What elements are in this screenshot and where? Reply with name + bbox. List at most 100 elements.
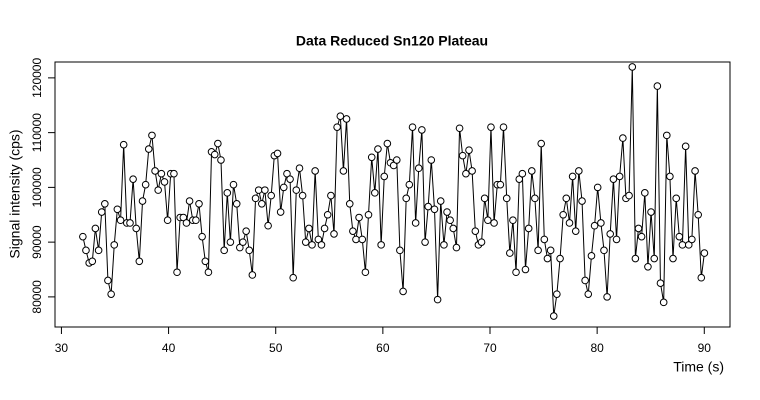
x-tick-label: 40 [162, 341, 176, 355]
data-point [364, 210, 373, 219]
data-point [575, 167, 583, 175]
y-axis-label: Signal intensity (cps) [7, 129, 23, 258]
data-point [427, 156, 436, 164]
data-point [688, 235, 696, 244]
data-point [267, 191, 276, 200]
data-point [458, 151, 467, 160]
data-point [600, 246, 608, 255]
data-point [609, 175, 618, 183]
data-point [289, 273, 297, 282]
data-point [468, 167, 476, 175]
data-point [242, 227, 250, 235]
data-point [119, 140, 128, 149]
data-point [568, 172, 577, 181]
data-point [154, 186, 162, 194]
y-tick-label: 120000 [30, 58, 44, 98]
data-point [584, 290, 593, 298]
data-point [675, 232, 684, 241]
y-tick-label: 80000 [30, 280, 44, 314]
data-point [107, 290, 115, 298]
data-point [477, 238, 486, 246]
data-point [672, 194, 681, 203]
data-point [185, 197, 194, 205]
data-point [681, 142, 690, 151]
data-point [512, 268, 520, 277]
data-point [144, 145, 153, 153]
data-point [336, 112, 345, 121]
data-point [562, 194, 571, 203]
data-point [452, 243, 461, 252]
data-point [264, 221, 272, 230]
data-point [647, 208, 655, 216]
data-point [414, 164, 423, 173]
data-point [615, 172, 624, 181]
data-point [666, 172, 674, 181]
data-point [345, 200, 354, 208]
data-point [587, 252, 596, 260]
data-point [308, 241, 316, 249]
data-point [141, 180, 150, 189]
data-point [251, 194, 260, 203]
y-tick-label: 90000 [30, 225, 44, 259]
data-point [135, 257, 144, 266]
data-point [323, 210, 332, 219]
data-point [597, 219, 605, 227]
data-point [94, 246, 103, 255]
data-point [160, 178, 169, 186]
data-point [298, 191, 307, 200]
data-point [88, 257, 97, 266]
data-point [349, 227, 357, 235]
data-point [113, 205, 122, 214]
data-point [650, 254, 659, 263]
data-point [540, 235, 549, 244]
data-point [305, 224, 313, 233]
data-point [462, 169, 470, 178]
data-point [229, 180, 238, 189]
data-point [286, 175, 294, 183]
x-tick-label: 90 [698, 341, 712, 355]
data-point [612, 235, 621, 244]
data-point [367, 153, 376, 162]
data-point [537, 139, 546, 148]
data-point [678, 241, 687, 249]
data-point [487, 123, 495, 131]
data-point [697, 273, 706, 282]
data-point [110, 241, 119, 249]
data-point [220, 246, 228, 255]
data-point [327, 191, 335, 200]
data-point [502, 194, 511, 203]
data-point [694, 210, 702, 219]
data-point [396, 246, 404, 255]
data-point [430, 205, 439, 214]
data-point [440, 241, 448, 249]
data-point [449, 224, 458, 233]
data-point [276, 208, 285, 216]
data-point [377, 241, 385, 249]
data-point [352, 235, 360, 244]
data-point [634, 224, 643, 233]
data-point [565, 219, 574, 227]
data-point [292, 186, 301, 194]
data-point [527, 167, 536, 175]
data-point [116, 216, 125, 225]
data-point [214, 139, 222, 148]
data-point [279, 183, 288, 192]
data-point [380, 172, 389, 181]
data-point [641, 189, 649, 197]
data-point [593, 183, 602, 192]
data-point [637, 232, 646, 241]
data-point [355, 213, 363, 222]
data-point [170, 169, 178, 178]
data-point [659, 298, 668, 307]
data-point [465, 146, 473, 154]
y-tick-label: 100000 [30, 167, 44, 207]
data-point [129, 175, 137, 183]
x-tick-label: 30 [55, 341, 69, 355]
data-point [104, 276, 112, 285]
data-point [619, 134, 627, 142]
data-point [625, 191, 633, 200]
data-point [239, 238, 247, 246]
x-tick-label: 70 [483, 341, 497, 355]
data-point [553, 290, 561, 298]
chart-title: Data Reduced Sn120 Plateau [296, 33, 488, 49]
